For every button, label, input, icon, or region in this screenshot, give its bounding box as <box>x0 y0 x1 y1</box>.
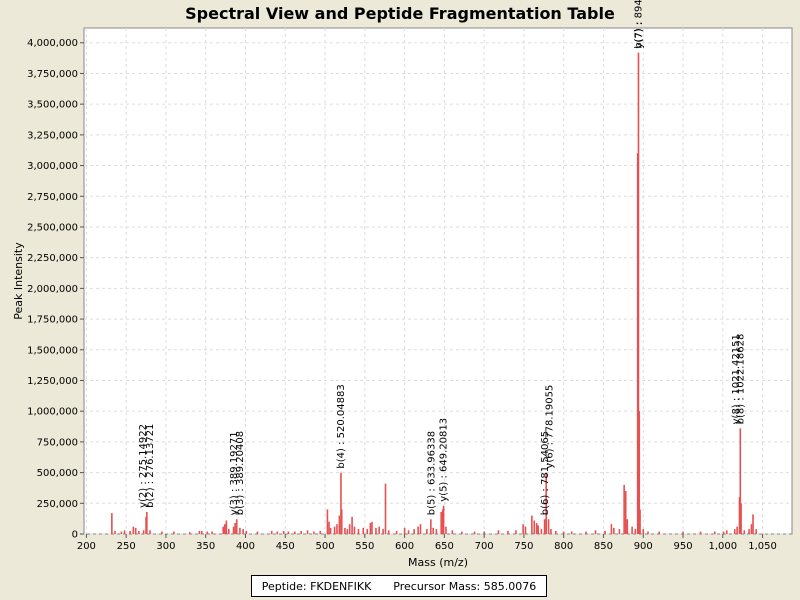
peak-annotation: y(8) : 1021.42151 <box>731 334 742 424</box>
y-tick-label: 250,000 <box>37 499 78 510</box>
x-tick-label: 1,000 <box>708 541 737 552</box>
peak-annotation: y(3) : 389.19271 <box>229 431 240 515</box>
precursor-mass-label: Precursor Mass: 585.0076 <box>393 579 537 593</box>
y-tick-label: 2,500,000 <box>27 222 78 233</box>
x-tick-label: 950 <box>673 541 692 552</box>
y-tick-label: 1,750,000 <box>27 315 78 326</box>
x-tick-label: 250 <box>117 541 136 552</box>
y-tick-label: 2,000,000 <box>27 284 78 295</box>
peak-annotation: y(2) : 275.14922 <box>138 424 149 508</box>
y-tick-label: 3,750,000 <box>27 69 78 80</box>
x-tick-label: 850 <box>594 541 613 552</box>
x-tick-label: 350 <box>196 541 215 552</box>
y-tick-label: 1,500,000 <box>27 345 78 356</box>
x-tick-label: 900 <box>634 541 653 552</box>
peak-annotation: y(5) : 649.20813 <box>439 418 450 502</box>
grid-lines <box>84 28 792 535</box>
peak-annotation: y(7) : <box>634 22 645 49</box>
x-axis-label: Mass (m/z) <box>408 556 468 569</box>
peak-annotation: b(5) : 633.96338 <box>427 431 438 515</box>
x-tick-label: 300 <box>156 541 175 552</box>
x-tick-label: 700 <box>475 541 494 552</box>
y-axis: 0 250,000 500,000 750,000 1,000,000 1,250,000… <box>27 38 84 541</box>
x-tick-label: 200 <box>77 541 96 552</box>
y-tick-label: 3,000,000 <box>27 161 78 172</box>
plot-area <box>83 27 793 535</box>
x-tick-label: 550 <box>355 541 374 552</box>
x-tick-label: 1,050 <box>748 541 777 552</box>
peak-annotation: b(6) : 781.54065 <box>540 431 551 515</box>
y-tick-label: 3,500,000 <box>27 100 78 111</box>
x-tick-label: 750 <box>514 541 533 552</box>
peak-annotation: b(4) : 520.04883 <box>336 384 347 468</box>
x-tick-label: 600 <box>395 541 414 552</box>
peak-annotation: y(6) : 778.19055 <box>544 385 555 469</box>
peak-annotation: b(8) : 1022.18628 <box>735 334 746 425</box>
y-tick-label: 2,250,000 <box>27 253 78 264</box>
peptide-label: Peptide: FKDENFIKK <box>261 579 372 593</box>
y-tick-label: 4,000,000 <box>27 38 78 49</box>
y-tick-label: 2,750,000 <box>27 192 78 203</box>
peak-annotation: b(3) : 389.20408 <box>235 431 246 515</box>
x-tick-label: 800 <box>554 541 573 552</box>
y-tick-label: 1,250,000 <box>27 376 78 387</box>
peak-annotation: b(7) : 894.16931 <box>634 0 645 49</box>
x-tick-label: 400 <box>236 541 255 552</box>
x-tick-label: 450 <box>276 541 295 552</box>
y-tick-label: 0 <box>72 530 78 541</box>
x-tick-label: 650 <box>435 541 454 552</box>
x-axis: 200 250 300 350 400 450 500 550 600 650 700 750 800 8… <box>77 534 777 552</box>
peak-annotation: b(2) : 276.13721 <box>145 424 156 508</box>
peptide-info-box: Peptide: FKDENFIKK Precursor Mass: 585.0… <box>251 575 547 597</box>
y-tick-label: 750,000 <box>37 437 78 448</box>
x-tick-label: 500 <box>315 541 334 552</box>
chart-title: Spectral View and Peptide Fragmentation … <box>185 4 615 23</box>
peak-series <box>111 52 758 534</box>
y-axis-label: Peak Intensity <box>12 242 25 320</box>
y-tick-label: 500,000 <box>37 468 78 479</box>
y-tick-label: 3,250,000 <box>27 130 78 141</box>
y-tick-label: 1,000,000 <box>27 407 78 418</box>
